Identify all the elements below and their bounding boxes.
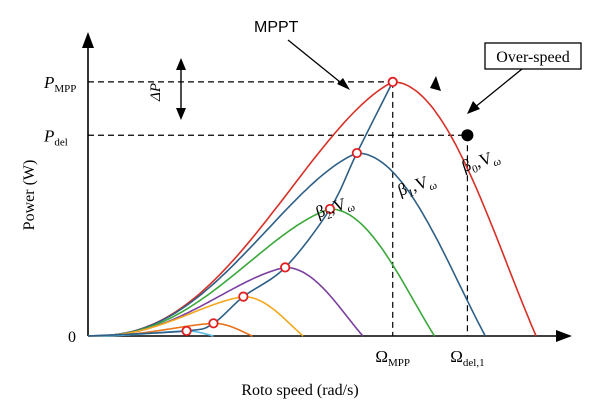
- y-markers: PMPP Pdel: [43, 73, 76, 148]
- mpp-marker: [238, 291, 249, 302]
- mpp-marker: [387, 76, 398, 88]
- curve-c3: [88, 266, 364, 337]
- dashed-guides: [88, 81, 469, 336]
- curve-label-beta0: β0,Vω: [459, 146, 503, 179]
- power-curves: [88, 81, 537, 337]
- mpp-marker: [324, 203, 336, 215]
- mppt-label: MPPT: [254, 19, 299, 36]
- x-marker-label: Ωdel,1: [450, 347, 484, 369]
- mppt-annotation: MPPT: [254, 19, 350, 90]
- mpp-marker: [351, 147, 362, 159]
- y-marker-label: Pdel: [43, 126, 68, 148]
- overspeed-label: Over-speed: [496, 49, 569, 66]
- curve-c5: [88, 322, 253, 337]
- delta-p-label: ΔP: [148, 83, 164, 102]
- mpp-marker: [280, 262, 291, 273]
- overspeed-point: [461, 129, 474, 142]
- x-axis-label: Roto speed (rad/s): [241, 382, 358, 399]
- x-markers: ΩMPP Ωdel,1: [375, 347, 484, 369]
- direction-arrowhead: [430, 76, 441, 91]
- y-axis-label: Power (W): [21, 160, 38, 231]
- x-axis-arrowhead: [556, 330, 572, 342]
- x-marker-label: ΩMPP: [375, 347, 410, 369]
- curve-label-beta1: β1,Vω: [395, 170, 439, 203]
- y-axis-arrowhead: [82, 32, 94, 48]
- axes: [82, 32, 572, 342]
- overspeed-annotation: Over-speed: [467, 42, 582, 114]
- overspeed-box: [484, 42, 582, 70]
- curve-label-beta2: β2,Vω: [313, 192, 357, 225]
- curve-beta0: [88, 81, 537, 337]
- delta-p-annotation: ΔP: [148, 58, 186, 120]
- mpp-marker: [208, 318, 219, 329]
- y-marker-label: PMPP: [43, 73, 76, 95]
- y-origin-label: 0: [68, 329, 76, 346]
- mpp-markers: [181, 76, 398, 337]
- mpp-marker: [181, 325, 192, 337]
